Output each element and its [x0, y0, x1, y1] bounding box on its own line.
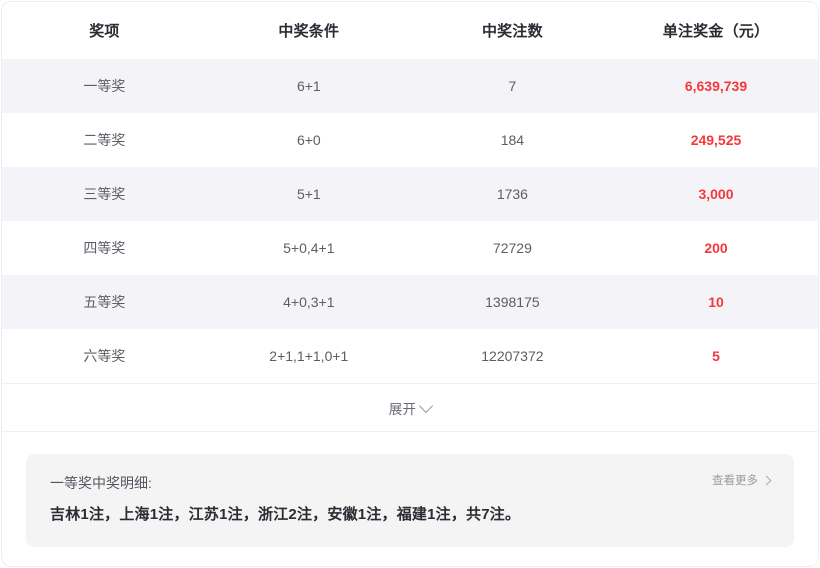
- expand-table-button[interactable]: 展开: [2, 383, 818, 432]
- cell-winning-count: 72729: [410, 221, 614, 275]
- cell-amount: 5: [613, 329, 818, 383]
- column-header-condition: 中奖条件: [206, 2, 411, 59]
- column-header-amount: 单注奖金（元）: [613, 2, 818, 59]
- cell-prize-level: 四等奖: [2, 221, 207, 275]
- cell-prize-level: 三等奖: [2, 167, 207, 221]
- prize-breakdown-table: 奖项 中奖条件 中奖注数 单注奖金（元） 一等奖 6+1 7 6,639,739…: [2, 2, 818, 383]
- cell-winning-count: 184: [410, 113, 614, 167]
- cell-condition: 5+1: [206, 167, 411, 221]
- table-header-row: 奖项 中奖条件 中奖注数 单注奖金（元）: [2, 2, 818, 59]
- cell-condition: 6+1: [206, 59, 411, 113]
- cell-winning-count: 1736: [410, 167, 614, 221]
- cell-condition: 2+1,1+1,0+1: [206, 329, 411, 383]
- view-more-link[interactable]: 查看更多: [712, 472, 772, 488]
- cell-amount: 6,639,739: [613, 59, 818, 113]
- table-row: 一等奖 6+1 7 6,639,739: [2, 59, 818, 113]
- column-header-prize-level: 奖项: [2, 2, 207, 59]
- table-header: 奖项 中奖条件 中奖注数 单注奖金（元）: [2, 2, 818, 59]
- table-row: 六等奖 2+1,1+1,0+1 12207372 5: [2, 329, 818, 383]
- view-more-label: 查看更多: [712, 475, 758, 487]
- cell-prize-level: 一等奖: [2, 59, 207, 113]
- table-row: 五等奖 4+0,3+1 1398175 10: [2, 275, 818, 329]
- expand-label: 展开: [388, 401, 417, 417]
- chevron-down-icon: [419, 398, 434, 414]
- table-body: 一等奖 6+1 7 6,639,739 二等奖 6+0 184 249,525 …: [2, 59, 818, 383]
- cell-prize-level: 二等奖: [2, 113, 207, 167]
- cell-amount: 249,525: [613, 113, 818, 167]
- chevron-right-icon: [761, 475, 772, 485]
- table-row: 二等奖 6+0 184 249,525: [2, 113, 818, 167]
- cell-amount: 10: [613, 275, 818, 329]
- table-row: 三等奖 5+1 1736 3,000: [2, 167, 818, 221]
- cell-winning-count: 1398175: [410, 275, 614, 329]
- detail-section: 一等奖中奖明细: 吉林1注，上海1注，江苏1注，浙江2注，安徽1注，福建1注，共…: [2, 432, 818, 547]
- cell-prize-level: 五等奖: [2, 275, 207, 329]
- column-header-winning-count: 中奖注数: [410, 2, 614, 59]
- cell-prize-level: 六等奖: [2, 329, 207, 383]
- cell-condition: 5+0,4+1: [206, 221, 411, 275]
- first-prize-detail-box: 一等奖中奖明细: 吉林1注，上海1注，江苏1注，浙江2注，安徽1注，福建1注，共…: [26, 454, 794, 547]
- first-prize-detail-label: 一等奖中奖明细:: [50, 475, 152, 491]
- cell-winning-count: 7: [410, 59, 614, 113]
- cell-condition: 4+0,3+1: [206, 275, 411, 329]
- cell-amount: 200: [613, 221, 818, 275]
- cell-condition: 6+0: [206, 113, 411, 167]
- first-prize-detail-body: 吉林1注，上海1注，江苏1注，浙江2注，安徽1注，福建1注，共7注。: [50, 506, 521, 523]
- cell-winning-count: 12207372: [410, 329, 614, 383]
- table-row: 四等奖 5+0,4+1 72729 200: [2, 221, 818, 275]
- cell-amount: 3,000: [613, 167, 818, 221]
